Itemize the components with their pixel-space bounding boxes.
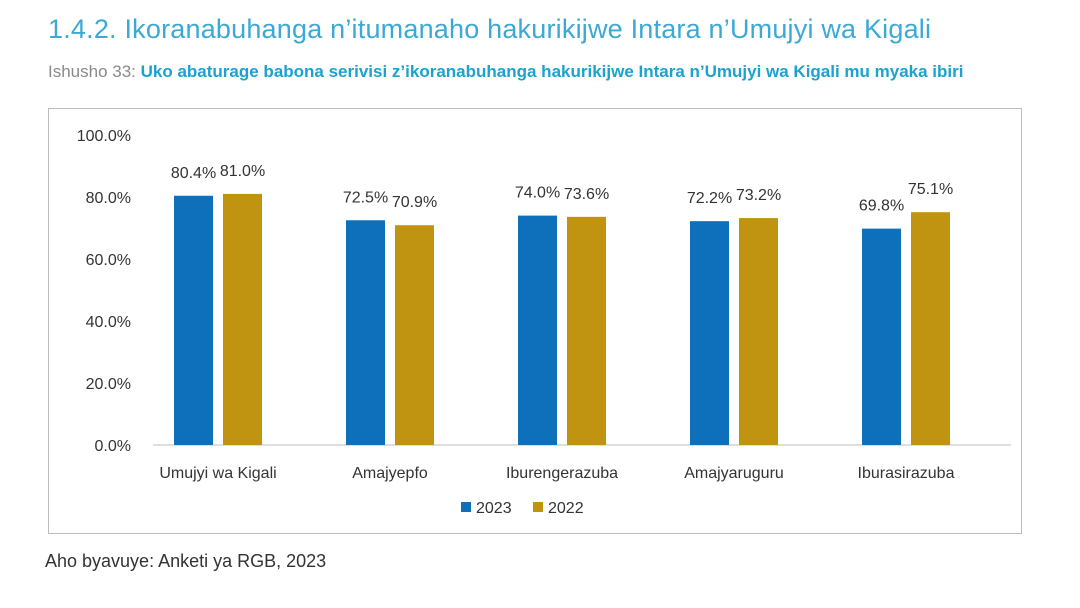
bar-2023 <box>174 195 213 445</box>
bar-2022 <box>911 212 950 445</box>
y-tick-label: 100.0% <box>77 128 131 145</box>
y-tick-label: 60.0% <box>86 252 131 269</box>
bar-2023 <box>690 221 729 445</box>
figure-caption: Ishusho 33: Uko abaturage babona serivis… <box>48 62 963 82</box>
data-label: 81.0% <box>220 163 265 180</box>
bar-2023 <box>346 220 385 445</box>
data-label: 74.0% <box>515 185 560 202</box>
x-tick-label: Amajyaruguru <box>684 465 784 482</box>
section-title: 1.4.2. Ikoranabuhanga n’itumanaho hakuri… <box>48 14 932 44</box>
y-tick-label: 0.0% <box>95 438 131 455</box>
bar-2022 <box>223 193 262 445</box>
bar-2022 <box>739 218 778 445</box>
y-tick-label: 20.0% <box>86 376 131 393</box>
legend-swatch-2022 <box>533 502 543 512</box>
figure-caption-label: Ishusho 33: <box>48 62 141 81</box>
y-tick-label: 80.0% <box>86 190 131 207</box>
x-tick-label: Amajyepfo <box>352 465 428 482</box>
legend-label: 2023 <box>476 500 512 517</box>
data-label: 72.5% <box>343 189 388 206</box>
legend-label: 2022 <box>548 500 584 517</box>
bar-2022 <box>567 216 606 445</box>
bar-2023 <box>862 228 901 445</box>
x-tick-label: Iburasirazuba <box>858 465 955 482</box>
bar-2022 <box>395 225 434 445</box>
data-label: 80.4% <box>171 165 216 182</box>
bar-2023 <box>518 215 557 445</box>
data-label: 73.6% <box>564 186 609 203</box>
chart-frame: 0.0% 20.0% 40.0% 60.0% 80.0% 100.0% 80.4% 81.0%… <box>48 108 1022 534</box>
data-label: 70.9% <box>392 194 437 211</box>
figure-caption-text: Uko abaturage babona serivisi z’ikoranab… <box>140 62 964 81</box>
legend-swatch-2023 <box>461 502 471 512</box>
bar-chart: 0.0% 20.0% 40.0% 60.0% 80.0% 100.0% 80.4% 81.0%… <box>77 128 1011 517</box>
data-label: 75.1% <box>908 181 953 198</box>
data-label: 72.2% <box>687 190 732 207</box>
source-note: Aho byavuye: Anketi ya RGB, 2023 <box>45 551 327 571</box>
data-label: 73.2% <box>736 187 781 204</box>
x-tick-label: Umujyi wa Kigali <box>159 465 276 482</box>
x-tick-label: Iburengerazuba <box>506 465 618 482</box>
y-tick-label: 40.0% <box>86 314 131 331</box>
data-label: 69.8% <box>859 198 904 215</box>
